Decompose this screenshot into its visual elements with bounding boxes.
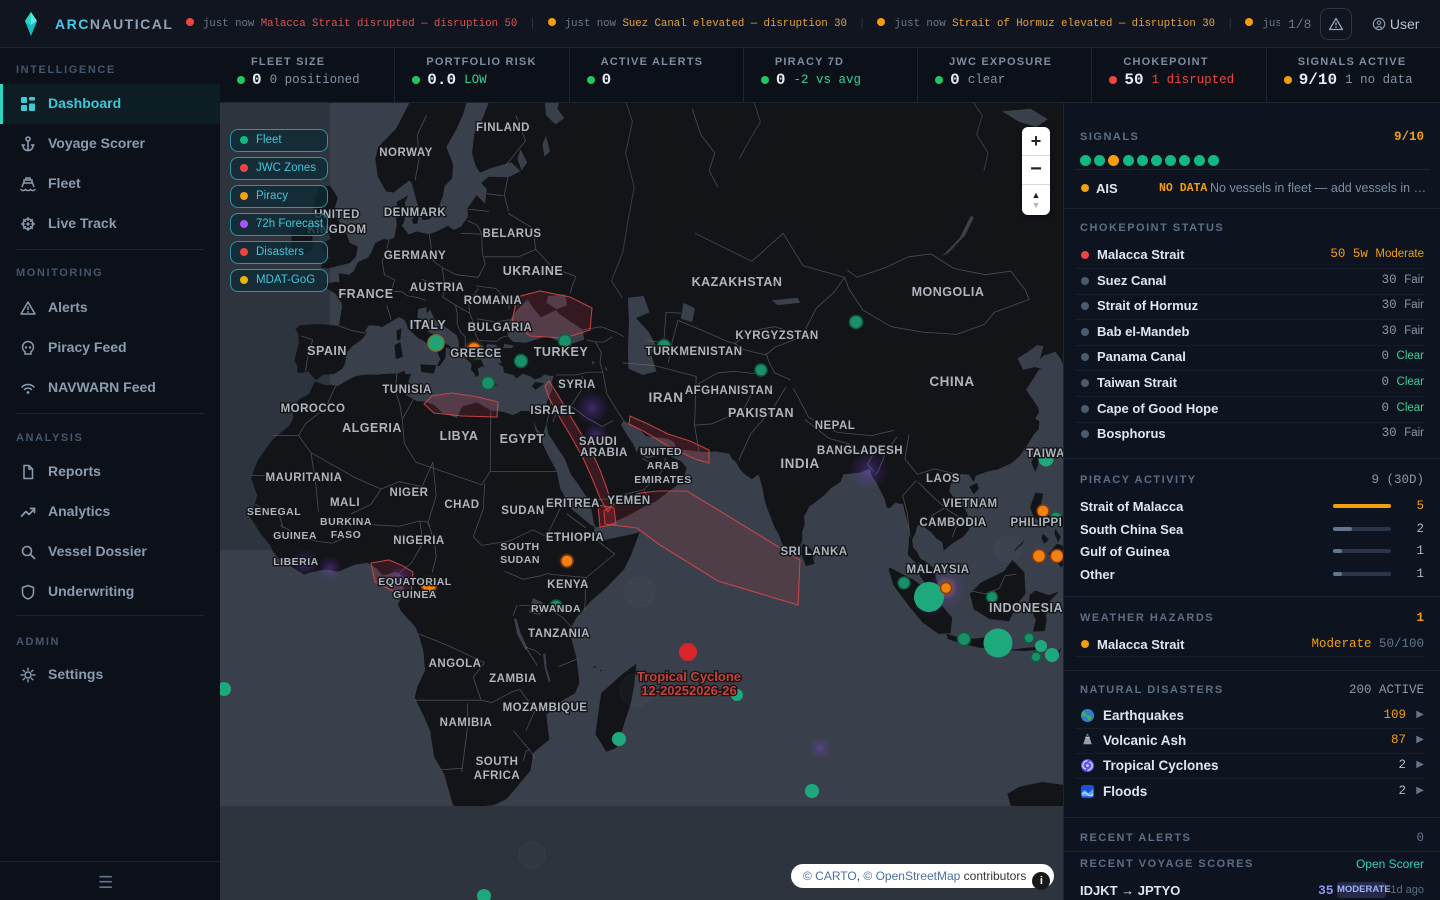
svg-text:EGYPT: EGYPT [500,432,545,446]
svg-text:MOROCCO: MOROCCO [281,403,346,415]
svg-text:SAUDI: SAUDI [579,436,617,448]
svg-text:FINLAND: FINLAND [476,122,530,134]
svg-text:SYRIA: SYRIA [558,379,596,391]
svg-text:PHILIPPINES: PHILIPPINES [1010,517,1063,529]
svg-text:BURKINA: BURKINA [320,516,372,528]
svg-text:RWANDA: RWANDA [531,603,581,615]
svg-text:KENYA: KENYA [547,579,589,591]
svg-text:EMIRATES: EMIRATES [634,474,691,486]
svg-text:KYRGYZSTAN: KYRGYZSTAN [735,330,818,342]
svg-text:MALAYSIA: MALAYSIA [907,564,970,576]
svg-text:SPAIN: SPAIN [307,344,347,358]
svg-text:TANZANIA: TANZANIA [528,628,590,640]
svg-text:KAZAKHSTAN: KAZAKHSTAN [692,275,783,289]
svg-text:ETHIOPIA: ETHIOPIA [546,532,604,544]
svg-text:ROMANIA: ROMANIA [464,295,522,307]
svg-text:TURKEY: TURKEY [534,345,589,359]
svg-text:MAURITANIA: MAURITANIA [266,472,343,484]
svg-text:MALI: MALI [330,497,360,509]
svg-text:MONGOLIA: MONGOLIA [912,285,985,299]
svg-text:YEMEN: YEMEN [607,495,650,507]
svg-text:IRAN: IRAN [649,390,684,405]
svg-text:CHINA: CHINA [929,374,974,389]
svg-text:SENEGAL: SENEGAL [247,506,301,518]
svg-text:GERMANY: GERMANY [384,250,446,262]
svg-text:NIGERIA: NIGERIA [393,535,444,547]
svg-text:GREECE: GREECE [450,348,502,360]
svg-text:LIBERIA: LIBERIA [273,556,319,568]
svg-text:LAOS: LAOS [926,473,960,485]
svg-text:Tropical Cyclone: Tropical Cyclone [637,669,741,684]
svg-text:UKRAINE: UKRAINE [503,264,563,278]
svg-text:EQUATORIAL: EQUATORIAL [378,576,452,588]
svg-text:INDIA: INDIA [780,456,819,471]
svg-text:TUNISIA: TUNISIA [382,384,432,396]
svg-text:AFGHANISTAN: AFGHANISTAN [685,385,773,397]
svg-text:ARAB: ARAB [647,460,679,472]
svg-text:DENMARK: DENMARK [384,207,446,219]
svg-text:BULGARIA: BULGARIA [468,322,533,334]
svg-text:CHAD: CHAD [444,499,479,511]
svg-text:AFRICA: AFRICA [474,770,520,782]
svg-text:SUDAN: SUDAN [501,505,544,517]
svg-text:MOZAMBIQUE: MOZAMBIQUE [503,702,588,714]
svg-text:NAMIBIA: NAMIBIA [440,717,493,729]
svg-text:SOUTH: SOUTH [476,756,519,768]
svg-text:GUINEA: GUINEA [393,589,437,601]
svg-text:BELARUS: BELARUS [482,228,541,240]
svg-text:TURKMENISTAN: TURKMENISTAN [645,346,742,358]
svg-text:PAKISTAN: PAKISTAN [728,406,794,420]
svg-text:ANGOLA: ANGOLA [429,658,482,670]
svg-text:UNITED: UNITED [640,446,682,458]
svg-text:ARABIA: ARABIA [580,447,628,459]
svg-text:ITALY: ITALY [410,318,447,332]
svg-text:NIGER: NIGER [390,487,429,499]
svg-text:NEPAL: NEPAL [815,420,856,432]
svg-text:ZAMBIA: ZAMBIA [489,673,537,685]
svg-text:FASO: FASO [331,529,362,541]
svg-text:ALGERIA: ALGERIA [342,421,402,435]
svg-text:ISRAEL: ISRAEL [530,405,575,417]
svg-text:LIBYA: LIBYA [440,429,479,443]
svg-text:SRI LANKA: SRI LANKA [780,546,847,558]
svg-text:AUSTRIA: AUSTRIA [410,282,465,294]
svg-text:GUINEA: GUINEA [273,530,317,542]
svg-text:INDONESIA: INDONESIA [989,601,1063,615]
svg-text:CAMBODIA: CAMBODIA [919,517,986,529]
svg-text:SOUTH: SOUTH [500,541,539,553]
svg-text:BANGLADESH: BANGLADESH [817,445,903,457]
svg-text:NORWAY: NORWAY [379,147,433,159]
svg-text:FRANCE: FRANCE [338,287,393,301]
svg-text:TAIWAN: TAIWAN [1026,448,1063,460]
svg-text:SUDAN: SUDAN [500,554,540,566]
svg-text:12-20252026-26: 12-20252026-26 [641,683,736,698]
svg-text:VIETNAM: VIETNAM [942,498,997,510]
svg-text:ERITREA: ERITREA [546,498,600,510]
